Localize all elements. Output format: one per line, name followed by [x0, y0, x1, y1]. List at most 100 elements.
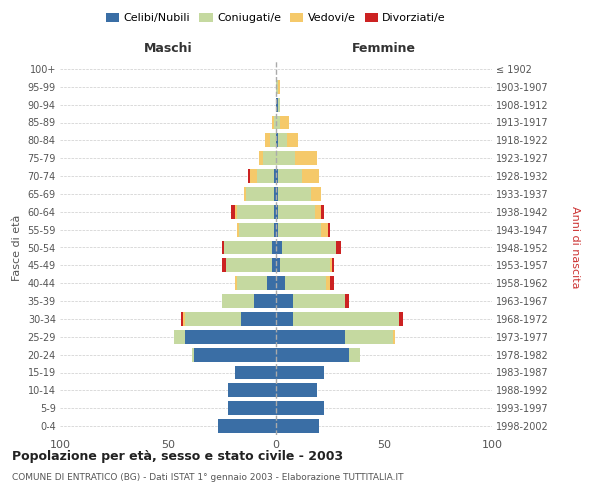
Bar	[257, 169, 274, 183]
Legend: Celibi/Nubili, Coniugati/e, Vedovi/e, Divorziati/e: Celibi/Nubili, Coniugati/e, Vedovi/e, Di…	[101, 8, 451, 28]
Bar	[272, 116, 274, 130]
Bar	[276, 348, 349, 362]
Bar	[192, 348, 194, 362]
Bar	[246, 187, 274, 201]
Bar	[185, 312, 241, 326]
Bar	[276, 151, 295, 165]
Bar	[276, 330, 345, 344]
Bar	[315, 205, 322, 219]
Text: Maschi: Maschi	[143, 42, 193, 54]
Bar	[284, 276, 326, 290]
Bar	[276, 240, 283, 254]
Bar	[274, 187, 276, 201]
Bar	[302, 169, 319, 183]
Bar	[276, 134, 278, 147]
Bar	[222, 240, 224, 254]
Bar	[326, 276, 330, 290]
Bar	[276, 98, 278, 112]
Bar	[322, 205, 323, 219]
Bar	[276, 222, 278, 236]
Bar	[287, 134, 298, 147]
Bar	[269, 134, 276, 147]
Bar	[332, 258, 334, 272]
Bar	[230, 205, 235, 219]
Bar	[248, 169, 250, 183]
Bar	[274, 205, 276, 219]
Bar	[295, 151, 317, 165]
Bar	[263, 151, 276, 165]
Bar	[222, 258, 226, 272]
Bar	[345, 330, 392, 344]
Bar	[222, 294, 254, 308]
Bar	[276, 366, 323, 380]
Bar	[278, 222, 322, 236]
Bar	[250, 169, 257, 183]
Bar	[276, 294, 293, 308]
Bar	[399, 312, 403, 326]
Bar	[278, 134, 287, 147]
Bar	[224, 240, 272, 254]
Bar	[239, 222, 274, 236]
Bar	[283, 240, 337, 254]
Bar	[392, 330, 395, 344]
Bar	[276, 384, 317, 398]
Text: COMUNE DI ENTRATICO (BG) - Dati ISTAT 1° gennaio 2003 - Elaborazione TUTTITALIA.: COMUNE DI ENTRATICO (BG) - Dati ISTAT 1°…	[12, 472, 404, 482]
Bar	[194, 348, 276, 362]
Bar	[272, 258, 276, 272]
Bar	[237, 205, 274, 219]
Bar	[185, 330, 276, 344]
Bar	[293, 312, 399, 326]
Bar	[235, 366, 276, 380]
Bar	[345, 294, 349, 308]
Bar	[330, 258, 332, 272]
Bar	[276, 276, 284, 290]
Bar	[218, 419, 276, 433]
Y-axis label: Anni di nascita: Anni di nascita	[570, 206, 580, 289]
Bar	[322, 222, 328, 236]
Bar	[265, 134, 269, 147]
Bar	[175, 330, 185, 344]
Bar	[276, 401, 323, 415]
Bar	[259, 151, 263, 165]
Bar	[229, 401, 276, 415]
Bar	[268, 276, 276, 290]
Bar	[276, 205, 278, 219]
Bar	[276, 419, 319, 433]
Bar	[278, 169, 302, 183]
Bar	[254, 294, 276, 308]
Bar	[328, 222, 330, 236]
Bar	[337, 240, 341, 254]
Bar	[349, 348, 360, 362]
Bar	[241, 312, 276, 326]
Bar	[276, 169, 278, 183]
Bar	[276, 187, 278, 201]
Bar	[280, 258, 330, 272]
Bar	[229, 384, 276, 398]
Bar	[183, 312, 185, 326]
Text: Popolazione per età, sesso e stato civile - 2003: Popolazione per età, sesso e stato civil…	[12, 450, 343, 463]
Bar	[278, 80, 280, 94]
Bar	[274, 116, 276, 130]
Bar	[274, 222, 276, 236]
Bar	[278, 98, 280, 112]
Bar	[280, 116, 289, 130]
Bar	[235, 276, 237, 290]
Bar	[237, 276, 268, 290]
Text: Femmine: Femmine	[352, 42, 416, 54]
Bar	[244, 187, 246, 201]
Bar	[274, 169, 276, 183]
Bar	[237, 222, 239, 236]
Bar	[276, 258, 280, 272]
Bar	[311, 187, 322, 201]
Bar	[276, 116, 280, 130]
Bar	[226, 258, 272, 272]
Bar	[272, 240, 276, 254]
Bar	[293, 294, 345, 308]
Bar	[278, 187, 311, 201]
Bar	[330, 276, 334, 290]
Y-axis label: Fasce di età: Fasce di età	[12, 214, 22, 280]
Bar	[278, 205, 315, 219]
Bar	[181, 312, 183, 326]
Bar	[276, 312, 293, 326]
Bar	[235, 205, 237, 219]
